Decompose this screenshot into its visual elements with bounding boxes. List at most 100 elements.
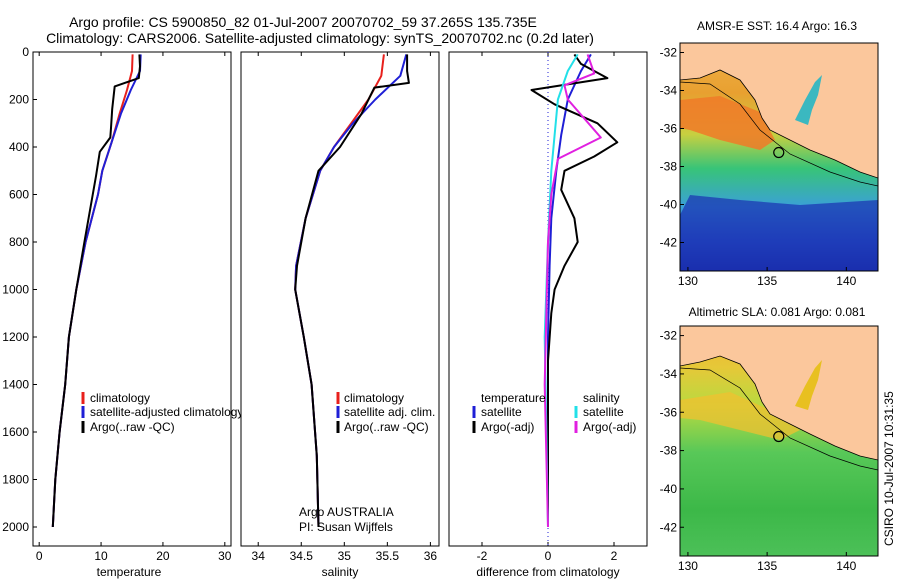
series-argo-raw-qc- [51, 54, 141, 528]
lat-tick-label: -36 [660, 405, 678, 419]
sla-band [680, 392, 800, 440]
x-tick-label: 10 [94, 549, 108, 563]
temperature-axis: 0 10 20 30 [36, 52, 232, 563]
series-salinity-argo-adj- [543, 54, 602, 528]
sst-coastline [680, 69, 878, 179]
y-tick-label: 200 [9, 93, 29, 107]
sst-cool-patch [680, 195, 878, 271]
sst-argo-marker [773, 146, 785, 159]
sla-map-panel: Altimetric SLA: 0.081 Argo: 0.081 130 135… [660, 305, 879, 573]
x-tick-label: 35.5 [376, 549, 400, 563]
lat-tick-label: -32 [660, 46, 678, 60]
x-tick-label: 36 [424, 549, 438, 563]
lat-tick-label: -34 [660, 84, 678, 98]
y-tick-label: 1000 [2, 283, 29, 297]
lat-tick-label: -40 [660, 482, 678, 496]
y-tick-label: 400 [9, 140, 29, 154]
y-tick-label: 2000 [2, 520, 29, 534]
legend-label-sal-argo: Argo(-adj) [583, 420, 636, 434]
lat-tick-label: -38 [660, 160, 678, 174]
difference-xlabel: difference from climatology [476, 565, 619, 579]
depth-axis: 0 200 400 600 800 1000 1200 1400 1600 1800 2000 [2, 45, 37, 534]
salinity-legend: climatology satellite adj. clim. Argo(..… [336, 391, 435, 434]
lon-tick-label: 130 [678, 559, 698, 573]
y-tick-label: 800 [9, 235, 29, 249]
salinity-panel: 34 34.5 35 35.5 36 salinity climatology sate… [240, 51, 440, 579]
lon-tick-label: 130 [678, 274, 698, 288]
x-tick-label: -2 [477, 549, 488, 563]
series-salinity-satellite [543, 53, 579, 528]
legend-label-temp-satellite: satellite [481, 405, 522, 419]
sla-coastline [680, 355, 878, 461]
y-tick-label: 600 [9, 188, 29, 202]
lon-tick-label: 140 [836, 274, 856, 288]
argo-info-line2: PI: Susan Wijffels [299, 520, 393, 534]
sst-map-frame [679, 42, 879, 272]
legend-heading-temperature: temperature [481, 391, 546, 405]
y-tick-label: 1400 [2, 378, 29, 392]
sst-map-panel: AMSR-E SST: 16.4 Argo: 16.3 130 135 140 -32… [660, 19, 879, 289]
difference-series [530, 53, 619, 528]
legend-label-argo: Argo(..raw -QC) [90, 420, 175, 434]
series-argo-raw-qc- [294, 54, 410, 528]
legend-label-satellite: satellite-adjusted climatology [90, 405, 243, 419]
temperature-xlabel: temperature [97, 565, 162, 579]
lat-tick-label: -42 [660, 520, 678, 534]
sla-map-title: Altimetric SLA: 0.081 Argo: 0.081 [689, 305, 866, 319]
salinity-axes-box [240, 51, 440, 547]
sst-map-title: AMSR-E SST: 16.4 Argo: 16.3 [697, 19, 857, 33]
legend-heading-salinity: salinity [583, 391, 620, 405]
y-tick-label: 1200 [2, 330, 29, 344]
legend-label-satellite: satellite adj. clim. [344, 405, 435, 419]
lat-tick-label: -32 [660, 329, 678, 343]
lat-tick-label: -34 [660, 367, 678, 381]
legend-label-climatology: climatology [344, 391, 404, 405]
x-tick-label: 20 [156, 549, 170, 563]
salinity-xlabel: salinity [322, 565, 359, 579]
x-tick-label: 35 [338, 549, 352, 563]
sla-map-frame [679, 325, 879, 557]
sst-gulf [795, 75, 822, 125]
legend-label-sal-satellite: satellite [583, 405, 624, 419]
temperature-series [51, 54, 142, 528]
sla-shelf-contour [680, 367, 878, 471]
lat-tick-label: -40 [660, 198, 678, 212]
legend-label-temp-argo: Argo(-adj) [481, 420, 534, 434]
argo-info-line1: Argo AUSTRALIA [299, 505, 394, 519]
difference-legend: temperature satellite Argo(-adj) salinit… [472, 391, 636, 434]
legend-label-argo: Argo(..raw -QC) [344, 420, 429, 434]
temperature-panel: 0 200 400 600 800 1000 1200 1400 1600 1800 2000 0 1… [2, 45, 243, 579]
x-tick-label: 2 [611, 549, 618, 563]
figure-title-line1: Argo profile: CS 5900850_82 01-Jul-2007 … [69, 14, 537, 30]
difference-panel: -2 0 2 difference from climatology tempera… [448, 51, 648, 579]
temperature-legend: climatology satellite-adjusted climatolo… [81, 391, 243, 434]
lon-tick-label: 140 [836, 559, 856, 573]
sst-warm-patch [680, 96, 775, 150]
y-tick-label: 1600 [2, 425, 29, 439]
salinity-axis: 34 34.5 35 35.5 36 [252, 52, 438, 563]
x-tick-label: 34.5 [290, 549, 314, 563]
lat-tick-label: -38 [660, 444, 678, 458]
lon-tick-label: 135 [757, 559, 777, 573]
sla-gulf [795, 360, 822, 410]
credit-stamp: CSIRO 10-Jul-2007 10:31:35 [882, 391, 896, 546]
series-temperature-argo-adj- [530, 53, 619, 527]
sst-map-axes: 130 135 140 -32 -34 -36 -38 -40 -42 [660, 46, 857, 289]
x-tick-label: 30 [218, 549, 232, 563]
temperature-axes-box [32, 51, 232, 547]
legend-label-climatology: climatology [90, 391, 150, 405]
y-tick-label: 1800 [2, 473, 29, 487]
x-tick-label: 0 [545, 549, 552, 563]
sla-argo-marker [773, 430, 785, 443]
y-tick-label: 0 [22, 45, 29, 59]
x-tick-label: 0 [36, 549, 43, 563]
figure-title-line2: Climatology: CARS2006. Satellite-adjuste… [46, 30, 594, 46]
sst-shelf-contour [680, 81, 878, 187]
sst-land [680, 43, 878, 178]
lon-tick-label: 135 [757, 274, 777, 288]
sla-map-axes: 130 135 140 -32 -34 -36 -38 -40 -42 [660, 329, 857, 573]
lat-tick-label: -42 [660, 236, 678, 250]
salinity-series [294, 54, 410, 528]
